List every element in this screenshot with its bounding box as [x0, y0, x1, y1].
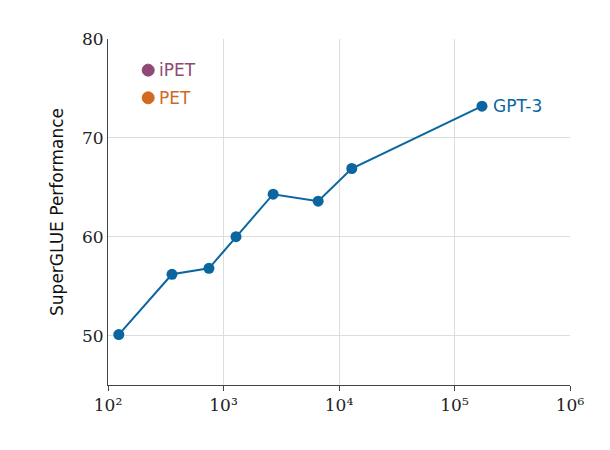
svg-text:10⁴: 10⁴ — [325, 395, 354, 415]
svg-text:10⁶: 10⁶ — [556, 395, 585, 415]
svg-text:GPT-3: GPT-3 — [493, 96, 542, 116]
svg-text:50: 50 — [82, 326, 104, 346]
svg-text:10⁵: 10⁵ — [440, 395, 469, 415]
svg-text:80: 80 — [82, 29, 104, 49]
svg-text:SuperGLUE Performance: SuperGLUE Performance — [47, 108, 67, 316]
svg-text:iPET: iPET — [159, 60, 196, 80]
svg-text:10²: 10² — [94, 395, 122, 415]
svg-text:70: 70 — [82, 128, 104, 148]
svg-text:60: 60 — [82, 227, 104, 247]
svg-text:PET: PET — [159, 88, 191, 108]
svg-text:10³: 10³ — [209, 395, 237, 415]
